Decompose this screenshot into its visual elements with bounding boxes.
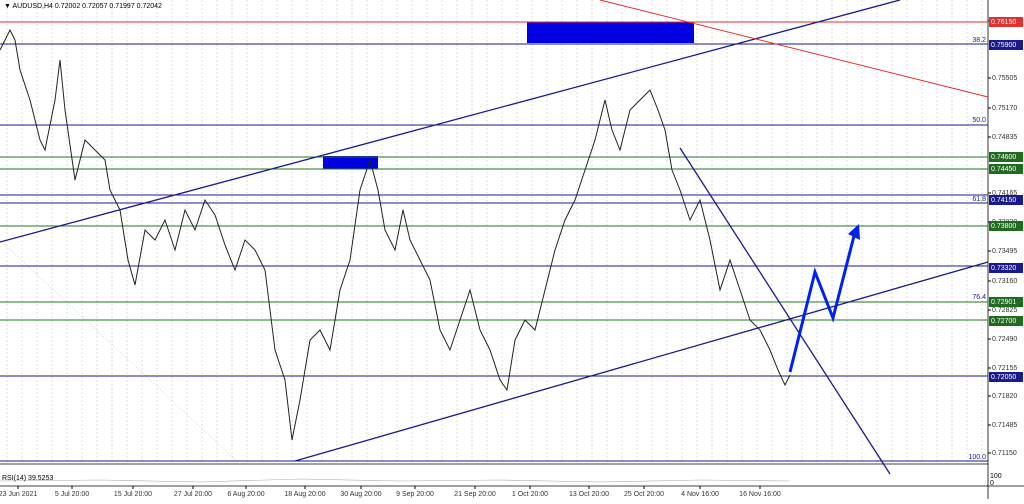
time-label: 21 Sep 20:00 [454,491,496,498]
level-label: 0.74150 [991,197,1016,204]
price-label: 0.72155 [992,365,1017,372]
level-tag [989,164,1023,174]
time-label: 27 Jul 20:00 [174,491,212,498]
time-label: 15 Jul 20:00 [114,491,152,498]
time-label: 4 Nov 16:00 [681,491,719,498]
level-label: 0.73320 [991,265,1016,272]
price-label: 0.74165 [992,190,1017,197]
price-label: 0.75170 [992,105,1017,112]
price-line [0,28,791,441]
time-label: 23 Jun 2021 [0,491,37,498]
header: ▼ AUDUSD,H4 0.72002 0.72057 0.71997 0.72… [4,3,162,10]
level-tag [989,316,1023,326]
fib-label: 100.0 [968,454,986,461]
price-label: 0.71485 [992,422,1017,429]
levels [0,21,988,462]
level-label: 0.74450 [991,166,1016,173]
fib-label: 38.2 [972,37,986,44]
price-label: 0.71150 [992,450,1017,457]
fib-label: 61.8 [972,196,986,203]
level-tag [989,17,1023,27]
grid [0,0,988,464]
time-label: 13 Oct 20:00 [569,491,609,498]
level-label: 0.73800 [991,223,1016,230]
rsi-top: 100 [990,473,1002,480]
level-label: 0.75900 [991,42,1016,49]
time-label: 9 Sep 20:00 [396,491,434,498]
level-label: 0.72050 [991,374,1016,381]
price-label: 0.73160 [992,278,1017,285]
price-label: 0.74835 [992,134,1017,141]
zone [323,156,378,169]
price-label: 0.71820 [992,393,1017,400]
level-label: 0.74600 [991,154,1016,161]
rsi-bottom: 0 [990,480,994,487]
time-label: 6 Aug 20:00 [227,491,264,498]
time-label: 16 Nov 16:00 [739,491,781,498]
time-label: 5 Jul 20:00 [55,491,89,498]
fib-label: 50.0 [972,117,986,124]
level-tag [989,297,1023,307]
fib-label: 76.4 [972,294,986,301]
level-label: 0.72901 [991,299,1016,306]
price-label: 0.72825 [992,307,1017,314]
level-label: 0.72700 [991,318,1016,325]
time-label: 30 Aug 20:00 [340,491,381,498]
time-label: 25 Oct 20:00 [624,491,664,498]
zone [527,22,694,43]
time-label: 18 Aug 20:00 [284,491,325,498]
level-tag [989,372,1023,382]
level-tag [989,195,1023,205]
price-label: 0.75505 [992,75,1017,82]
time-label: 1 Oct 20:00 [512,491,548,498]
level-label: 0.76150 [991,19,1016,26]
price-label: 0.72490 [992,336,1017,343]
level-tag [989,221,1023,231]
rsi-label: RSI(14) 39.5253 [2,475,53,482]
level-tag [989,40,1023,50]
level-tag [989,263,1023,273]
forecast-arrow [788,231,857,373]
level-tag [989,152,1023,162]
price-label: 0.73495 [992,248,1017,255]
